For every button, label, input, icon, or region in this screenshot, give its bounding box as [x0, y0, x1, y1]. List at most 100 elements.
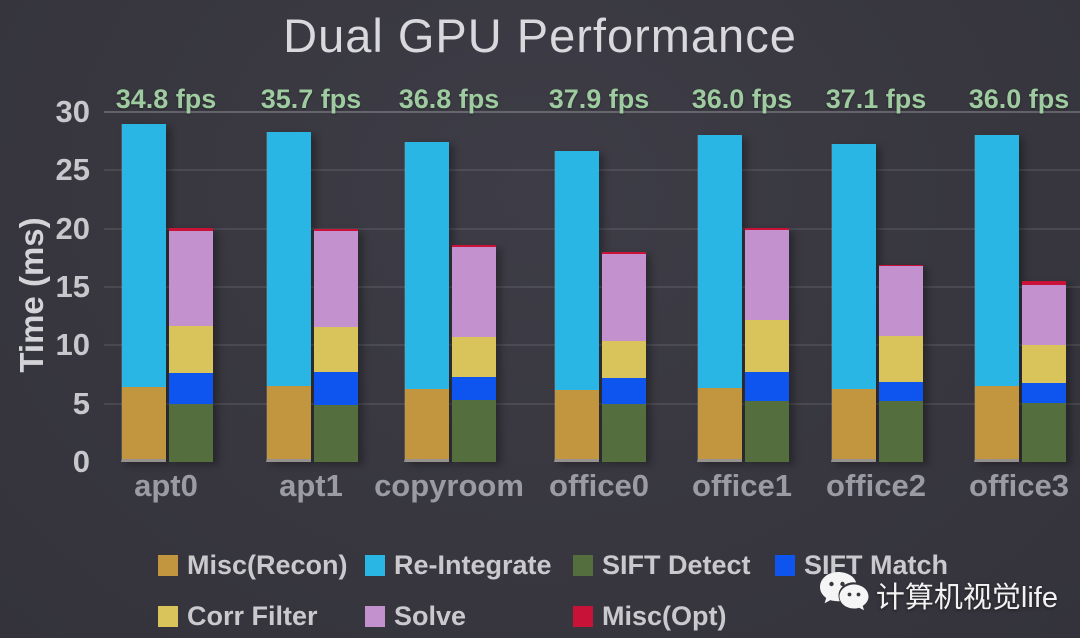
segment-misc-opt--office0 — [601, 252, 646, 255]
legend-item-corr-filter: Corr Filter — [158, 601, 365, 631]
legend-swatch — [158, 605, 178, 627]
fps-label-office1: 36.0 fps — [691, 84, 793, 114]
segment-re-integrate-apt1 — [266, 132, 311, 386]
segment-sift-match-copyroom — [451, 376, 496, 401]
segment-corr-filter-apt0 — [168, 325, 213, 374]
segment-solve-office3 — [1021, 284, 1066, 346]
category-label-apt0: apt0 — [134, 468, 198, 503]
y-tick-15: 15 — [55, 269, 90, 304]
bar-group-apt0 — [120, 124, 213, 462]
segment-sift-detect-office0 — [601, 403, 646, 462]
segment-sift-detect-apt1 — [313, 404, 358, 462]
segment-sift-detect-copyroom — [451, 400, 496, 462]
segment-misc-opt--apt0 — [168, 227, 213, 232]
segment-solve-office1 — [744, 229, 789, 320]
y-tick-0: 0 — [72, 444, 90, 479]
segment-misc-recon--office0 — [554, 390, 599, 459]
segment-sift-detect-apt0 — [168, 403, 213, 462]
opt-bar-apt1 — [313, 228, 358, 462]
segment-misc-opt--office2 — [878, 264, 923, 267]
bar-group-apt1 — [265, 132, 358, 462]
opt-bar-copyroom — [451, 245, 496, 462]
legend-item-solve: Solve — [365, 601, 573, 631]
legend-label: Misc(Recon) — [187, 549, 348, 580]
wechat-icon — [818, 570, 870, 619]
recon-bar-office2 — [830, 144, 876, 462]
recon-bar-office3 — [973, 134, 1019, 462]
legend-item-sift-detect: SIFT Detect — [573, 550, 775, 580]
legend-swatch — [365, 554, 385, 576]
segment-solve-office0 — [601, 254, 646, 341]
segment-corr-filter-office0 — [601, 340, 646, 379]
segment-misc-opt--copyroom — [451, 245, 496, 248]
bar-group-copyroom — [403, 141, 496, 462]
segment-sift-match-apt0 — [168, 373, 213, 404]
fps-label-office2: 37.1 fps — [825, 84, 927, 114]
legend-swatch — [158, 554, 178, 576]
bar-group-office1 — [696, 134, 789, 462]
segment-re-integrate-apt0 — [121, 124, 166, 387]
segment-misc-opt--office3 — [1021, 281, 1066, 285]
category-label-office2: office2 — [826, 468, 926, 503]
segment-re-integrate-copyroom — [404, 141, 449, 389]
fps-label-copyroom: 36.8 fps — [398, 84, 500, 114]
chart-legend: Misc(Recon) Re-Integrate SIFT Detect SIFT M… — [158, 550, 1028, 631]
segment-solve-copyroom — [451, 247, 496, 338]
recon-bar-apt1 — [265, 132, 311, 462]
segment-misc-recon--copyroom — [404, 389, 449, 459]
segment-solve-apt0 — [168, 231, 213, 326]
category-label-copyroom: copyroom — [374, 468, 524, 503]
segment-sift-match-office2 — [878, 381, 923, 402]
watermark: 计算机视觉life — [818, 570, 1058, 619]
legend-swatch — [775, 554, 795, 576]
segment-solve-office2 — [878, 266, 923, 337]
segment-corr-filter-office3 — [1021, 345, 1066, 383]
segment-sift-detect-office3 — [1021, 402, 1066, 462]
segment-misc-recon--office1 — [697, 387, 742, 459]
legend-item-re-integrate: Re-Integrate — [365, 550, 573, 580]
recon-bar-office0 — [553, 151, 599, 462]
segment-misc-recon--office3 — [974, 385, 1019, 459]
segment-sift-detect-office2 — [878, 401, 923, 462]
watermark-text: 计算机视觉life — [875, 581, 1058, 614]
category-label-office3: office3 — [969, 468, 1069, 503]
chart-title: Dual GPU Performance — [283, 9, 797, 62]
segment-sift-match-office0 — [601, 378, 646, 404]
opt-bar-office3 — [1021, 281, 1066, 462]
recon-bar-copyroom — [403, 141, 449, 462]
segment-misc-recon--apt1 — [266, 385, 311, 459]
recon-bar-apt0 — [120, 124, 166, 462]
segment-sift-match-apt1 — [313, 372, 358, 405]
opt-bar-office0 — [601, 252, 646, 462]
legend-label: Corr Filter — [187, 600, 318, 631]
legend-item-misc-recon-: Misc(Recon) — [158, 550, 365, 580]
category-label-office1: office1 — [692, 468, 792, 503]
opt-bar-apt0 — [168, 227, 213, 462]
segment-re-integrate-office3 — [974, 134, 1019, 386]
segment-misc-recon--office2 — [831, 389, 876, 459]
segment-misc-opt--office1 — [744, 227, 789, 230]
category-label-apt1: apt1 — [279, 468, 343, 503]
segment-corr-filter-office2 — [878, 336, 923, 382]
y-tick-20: 20 — [55, 210, 90, 246]
opt-bar-office1 — [744, 227, 789, 462]
legend-label: Misc(Opt) — [602, 600, 727, 631]
segment-sift-match-office1 — [744, 372, 789, 402]
gridline-30 — [104, 111, 1080, 113]
segment-solve-apt1 — [313, 231, 358, 327]
opt-bar-office2 — [878, 264, 923, 462]
segment-sift-detect-office1 — [744, 401, 789, 462]
segment-misc-recon--apt0 — [121, 386, 166, 459]
segment-re-integrate-office0 — [554, 151, 599, 391]
y-tick-30: 30 — [55, 94, 90, 129]
segment-misc-opt--apt1 — [313, 228, 358, 232]
segment-corr-filter-copyroom — [451, 337, 496, 377]
legend-label: SIFT Detect — [602, 549, 751, 580]
bar-group-office3 — [973, 134, 1066, 462]
bar-group-office0 — [553, 151, 646, 462]
segment-sift-match-office3 — [1021, 382, 1066, 403]
plot-area: 0 5 10 15 20 25 30 — [0, 94, 1080, 479]
legend-swatch — [573, 554, 593, 576]
fps-label-apt1: 35.7 fps — [260, 84, 362, 114]
legend-swatch — [365, 605, 385, 627]
